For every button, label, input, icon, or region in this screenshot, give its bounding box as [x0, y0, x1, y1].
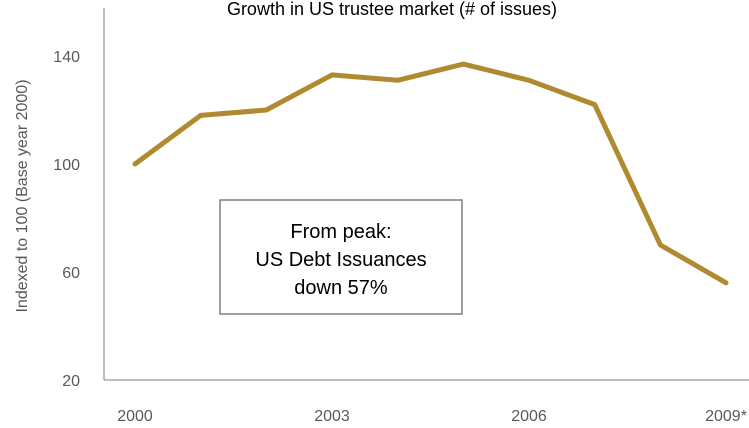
y-tick-label: 100 [53, 157, 80, 174]
x-tick-label: 2006 [511, 408, 547, 425]
annotation-line-1: From peak: [290, 221, 391, 243]
y-axis-title: Indexed to 100 (Base year 2000) [14, 79, 31, 312]
y-tick-label: 140 [53, 49, 80, 66]
y-tick-label: 20 [62, 373, 80, 390]
y-tick-label: 60 [62, 265, 80, 282]
annotation-box: From peak: US Debt Issuances down 57% [219, 199, 463, 315]
x-tick-label: 2000 [117, 408, 153, 425]
annotation-line-2: US Debt Issuances [255, 249, 426, 271]
annotation-line-3: down 57% [294, 277, 388, 299]
x-tick-label: 2003 [314, 408, 350, 425]
series-layer [132, 61, 729, 286]
series-line [132, 61, 729, 286]
x-tick-labels: 2000 2003 2006 2009* [117, 408, 747, 425]
x-tick-label: 2009* [705, 408, 747, 425]
chart-title: Growth in US trustee market (# of issues… [227, 0, 557, 19]
y-tick-labels: 20 60 100 140 [53, 49, 80, 390]
axes [103, 8, 749, 381]
annotation-border [219, 199, 463, 315]
